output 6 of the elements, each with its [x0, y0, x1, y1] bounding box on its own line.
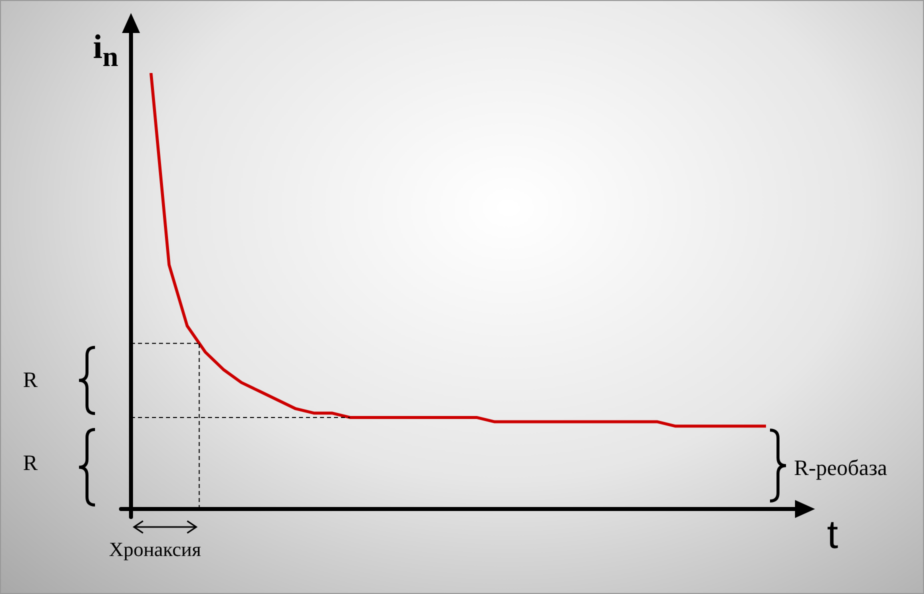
- text: R: [23, 367, 38, 394]
- y-axis-title: i$_{n}$: [93, 29, 118, 74]
- text: Хронаксия: [109, 539, 202, 562]
- x-axis-title: t: [827, 513, 838, 558]
- text: R: [23, 450, 38, 476]
- text: R-реобаза: [794, 454, 888, 481]
